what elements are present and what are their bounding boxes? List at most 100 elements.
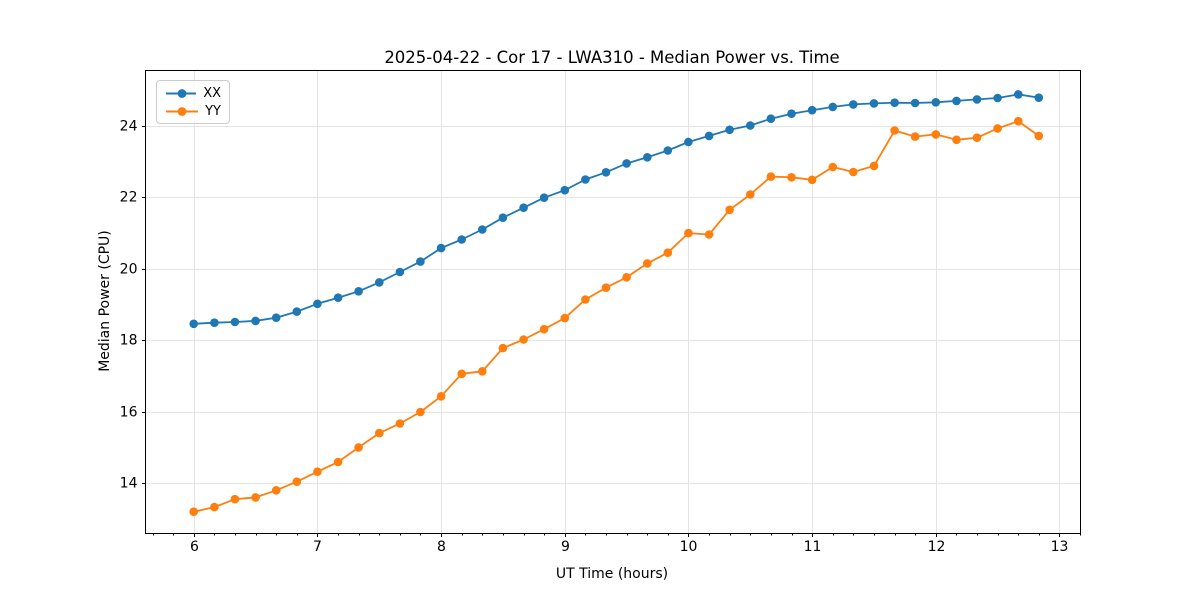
data-point-xx bbox=[416, 257, 425, 266]
data-point-yy bbox=[478, 367, 487, 376]
data-point-xx bbox=[1014, 90, 1023, 99]
data-point-yy bbox=[663, 248, 673, 257]
x-tick-label: 6 bbox=[190, 539, 199, 555]
x-tick-label: 11 bbox=[804, 539, 822, 555]
plot-border bbox=[145, 70, 1081, 534]
x-tick-label: 13 bbox=[1051, 539, 1069, 555]
data-point-xx bbox=[333, 293, 343, 303]
data-point-yy bbox=[766, 172, 776, 181]
data-point-yy bbox=[869, 161, 879, 171]
data-point-xx bbox=[1034, 93, 1044, 102]
axis-layer: 6 7 8 9 10 11 12 13 14 16 18 20 22 24 bbox=[120, 119, 1081, 555]
y-tick-label: 20 bbox=[120, 262, 138, 278]
x-tick-label: 9 bbox=[561, 539, 570, 555]
data-point-xx bbox=[993, 93, 1002, 103]
data-point-yy bbox=[890, 126, 899, 135]
y-tick-label: 14 bbox=[120, 476, 138, 492]
data-point-yy bbox=[560, 313, 570, 323]
data-point-yy bbox=[333, 457, 343, 467]
data-point-xx bbox=[498, 213, 508, 222]
x-tick-label: 12 bbox=[928, 539, 946, 555]
data-point-xx bbox=[581, 175, 590, 184]
legend-label-yy: YY bbox=[205, 103, 221, 119]
data-point-xx bbox=[210, 318, 219, 328]
data-point-yy bbox=[746, 190, 755, 199]
data-point-yy bbox=[704, 230, 714, 239]
data-point-yy bbox=[828, 162, 838, 172]
data-point-yy bbox=[910, 132, 920, 141]
data-point-yy bbox=[972, 133, 982, 142]
data-point-xx bbox=[354, 287, 363, 296]
data-point-yy bbox=[375, 428, 384, 438]
y-tick-label: 24 bbox=[120, 119, 138, 135]
data-point-yy bbox=[725, 205, 734, 215]
legend-item-yy: YY bbox=[164, 105, 221, 118]
data-point-xx bbox=[436, 243, 446, 253]
data-point-xx bbox=[251, 316, 260, 326]
data-point-xx bbox=[910, 98, 920, 108]
legend-xx-line-marker-icon bbox=[166, 88, 197, 98]
data-point-yy bbox=[643, 259, 652, 268]
data-point-yy bbox=[416, 407, 425, 417]
data-point-yy bbox=[1014, 116, 1023, 126]
legend: XX YY bbox=[156, 80, 230, 124]
data-point-xx bbox=[787, 109, 796, 118]
chart-title: 2025-04-22 - Cor 17 - LWA310 - Median Po… bbox=[384, 48, 839, 67]
data-point-yy bbox=[457, 369, 467, 379]
data-point-xx bbox=[292, 307, 302, 316]
data-point-xx bbox=[230, 317, 240, 327]
x-axis-label: UT Time (hours) bbox=[556, 566, 668, 582]
data-point-xx bbox=[684, 137, 693, 147]
data-point-xx bbox=[375, 278, 384, 287]
data-point-yy bbox=[436, 392, 446, 401]
legend-yy-line-marker-icon bbox=[166, 106, 198, 116]
data-point-xx bbox=[539, 193, 549, 202]
data-point-xx bbox=[189, 319, 198, 329]
data-point-xx bbox=[972, 95, 982, 104]
data-point-yy bbox=[931, 130, 941, 139]
y-tick-label: 22 bbox=[120, 190, 138, 206]
data-point-xx bbox=[725, 125, 734, 135]
data-point-yy bbox=[251, 493, 260, 502]
x-tick-label: 10 bbox=[680, 539, 698, 555]
y-tick-label: 16 bbox=[120, 405, 138, 421]
data-point-xx bbox=[457, 235, 467, 244]
data-point-yy bbox=[210, 502, 219, 512]
data-point-yy bbox=[952, 135, 961, 145]
data-point-yy bbox=[292, 477, 302, 487]
data-point-xx bbox=[478, 225, 487, 234]
y-tick-label: 18 bbox=[120, 333, 138, 349]
data-point-yy bbox=[787, 173, 796, 182]
data-point-yy bbox=[849, 167, 858, 177]
data-point-yy bbox=[354, 443, 363, 452]
data-point-xx bbox=[622, 159, 631, 168]
data-point-yy bbox=[395, 419, 405, 428]
data-point-xx bbox=[519, 203, 528, 212]
x-tick-label: 7 bbox=[313, 539, 322, 555]
data-point-yy bbox=[498, 343, 508, 353]
data-point-yy bbox=[807, 175, 817, 185]
legend-label-xx: XX bbox=[203, 85, 221, 101]
data-point-xx bbox=[704, 131, 714, 141]
data-point-xx bbox=[746, 121, 755, 130]
data-point-xx bbox=[271, 313, 281, 323]
data-point-yy bbox=[581, 295, 590, 304]
data-point-yy bbox=[684, 228, 693, 238]
series-line-xx bbox=[192, 93, 1040, 325]
data-point-yy bbox=[1034, 131, 1044, 141]
data-point-xx bbox=[807, 105, 817, 115]
data-point-xx bbox=[560, 185, 570, 195]
data-point-xx bbox=[931, 98, 941, 107]
data-point-yy bbox=[622, 273, 631, 282]
data-point-xx bbox=[643, 153, 652, 162]
data-point-xx bbox=[601, 168, 611, 177]
data-point-yy bbox=[539, 324, 549, 334]
data-point-yy bbox=[230, 494, 240, 504]
data-point-xx bbox=[869, 99, 879, 108]
data-point-xx bbox=[395, 267, 405, 277]
series-line-yy bbox=[192, 120, 1040, 513]
data-point-xx bbox=[828, 102, 838, 112]
data-point-xx bbox=[766, 114, 776, 123]
